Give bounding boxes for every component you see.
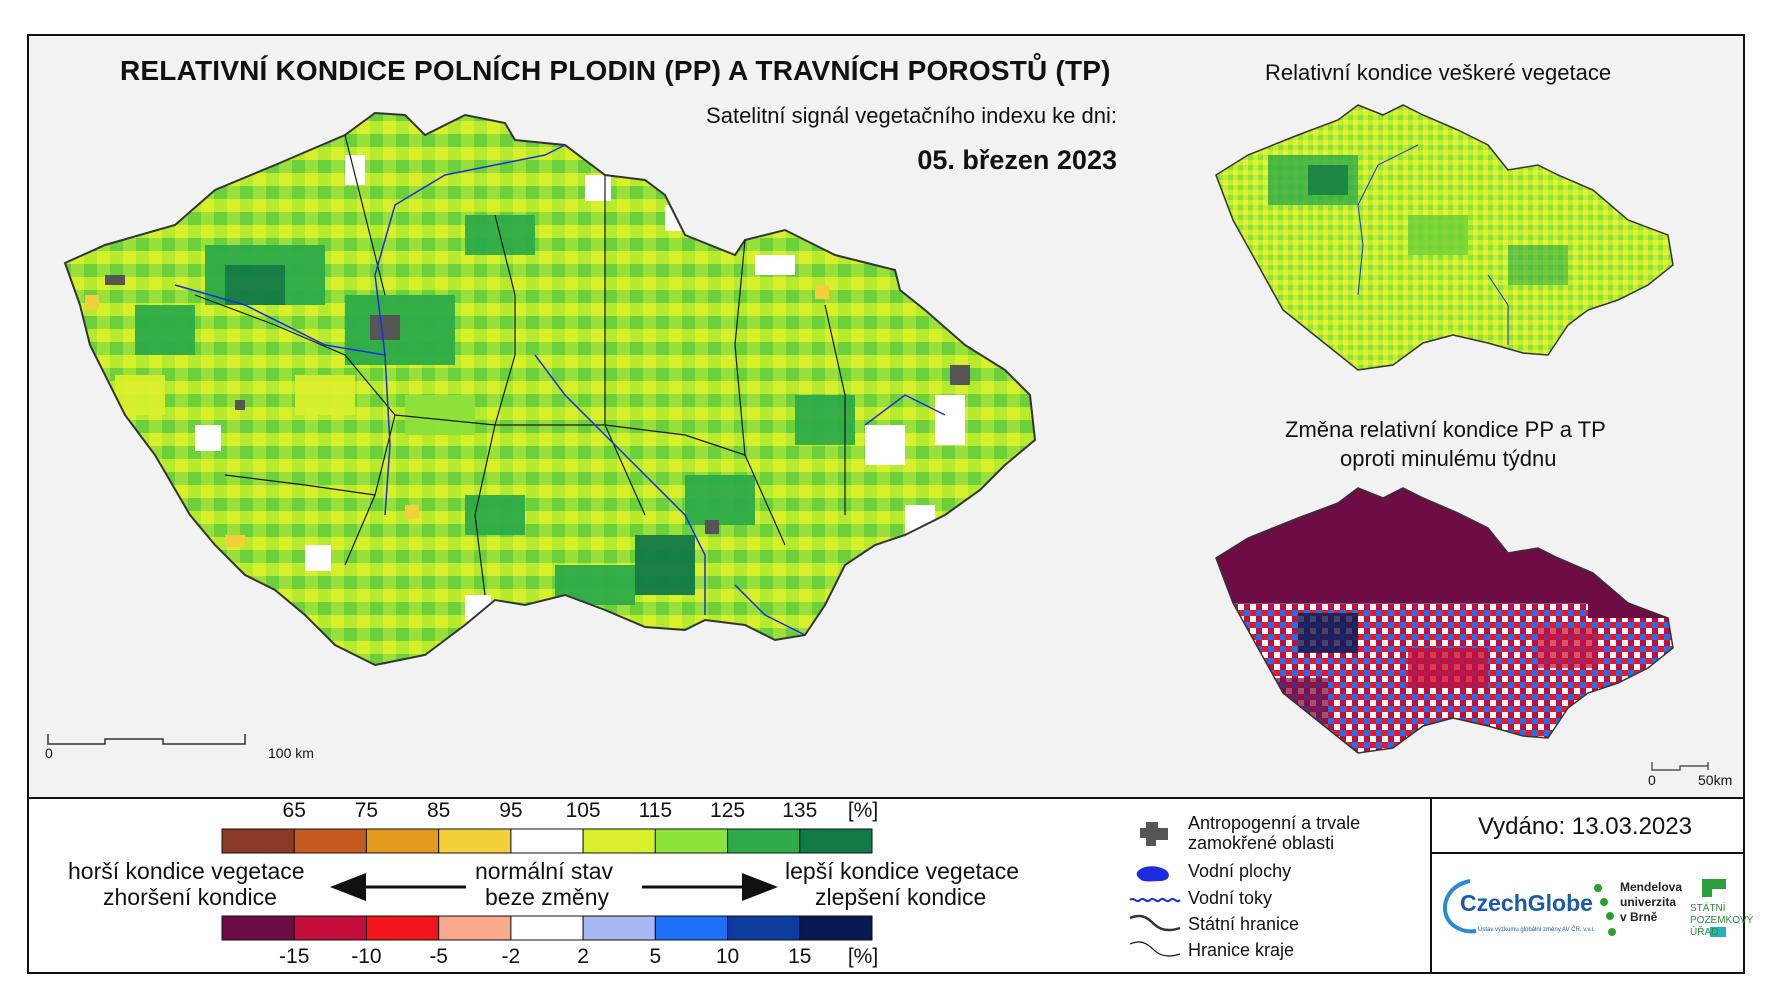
czechglobe-logo: CzechGlobe bbox=[1460, 890, 1593, 916]
condition-label-0: 65 bbox=[282, 799, 306, 822]
spu-line1: STÁTNÍ bbox=[1690, 903, 1726, 914]
condition-colorbar bbox=[221, 828, 873, 854]
inset-change-map bbox=[1215, 487, 1674, 754]
mendel-line3: v Brně bbox=[1620, 910, 1658, 924]
change-label-3: -2 bbox=[501, 945, 521, 968]
state-border-icon bbox=[1129, 914, 1181, 932]
change-swatch-8 bbox=[799, 915, 873, 941]
change-label-2: -5 bbox=[429, 945, 448, 968]
region-border-icon bbox=[1129, 941, 1181, 957]
change-swatch-1 bbox=[293, 915, 367, 941]
change-label-5: 5 bbox=[649, 945, 662, 968]
condition-swatch-4 bbox=[510, 828, 584, 854]
change-label-4: 2 bbox=[577, 945, 589, 968]
main-scale-bar bbox=[47, 734, 246, 745]
better-text-line1: lepší kondice vegetace bbox=[785, 858, 1019, 884]
symbol-river-label: Vodní toky bbox=[1188, 888, 1273, 908]
change-colorbar bbox=[221, 915, 873, 941]
change-swatch-7 bbox=[727, 915, 801, 941]
worse-text-line2: zhoršení kondice bbox=[103, 884, 277, 910]
better-text-line2: zlepšení kondice bbox=[815, 884, 987, 910]
inset-bottom-title-line2: oproti minulému týdnu bbox=[1340, 446, 1557, 471]
condition-label-7: 135 bbox=[782, 799, 818, 822]
symbol-urban-label2: zamokřené oblasti bbox=[1188, 833, 1335, 853]
inset-top-title: Relativní kondice veškeré vegetace bbox=[1265, 60, 1612, 85]
change-swatch-3 bbox=[438, 915, 512, 941]
condition-label-3: 95 bbox=[499, 799, 523, 822]
subtitle: Satelitní signál vegetačního indexu ke d… bbox=[706, 103, 1117, 128]
condition-swatch-6 bbox=[654, 828, 729, 854]
mendel-line2: univerzita bbox=[1620, 895, 1677, 909]
condition-swatch-2 bbox=[365, 828, 440, 854]
spu-logo-text: STÁTNÍ POZEMKOVÝ ÚŘAD bbox=[1690, 903, 1753, 939]
mendel-logo-text: Mendelova univerzita v Brně bbox=[1620, 880, 1682, 925]
main-scale-end: 100 km bbox=[268, 745, 314, 761]
inset-scale-end: 50km bbox=[1698, 772, 1733, 788]
inset-scale-start: 0 bbox=[1648, 772, 1656, 788]
change-label-7: 15 bbox=[788, 945, 812, 968]
change-swatch-6 bbox=[654, 915, 729, 941]
condition-swatch-7 bbox=[727, 828, 801, 854]
change-label-0: -15 bbox=[279, 945, 310, 968]
symbol-region-border-label: Hranice kraje bbox=[1188, 940, 1295, 960]
change-swatch-0 bbox=[221, 915, 295, 941]
condition-swatch-1 bbox=[293, 828, 367, 854]
spu-line3: ÚŘAD bbox=[1690, 927, 1719, 938]
change-label-1: -10 bbox=[351, 945, 382, 968]
spu-logo-icon bbox=[1702, 879, 1726, 937]
change-label-6: 10 bbox=[715, 945, 740, 968]
issued-panel bbox=[1432, 799, 1743, 852]
condition-unit: [%] bbox=[847, 799, 879, 822]
condition-swatch-0 bbox=[221, 828, 295, 854]
logos-panel bbox=[1432, 854, 1743, 972]
change-swatch-5 bbox=[582, 915, 656, 941]
issued-divider bbox=[1430, 852, 1745, 854]
mendel-line1: Mendelova bbox=[1620, 880, 1683, 894]
mendel-logo-icon bbox=[1594, 884, 1616, 936]
change-unit: [%] bbox=[847, 945, 879, 968]
observation-date: 05. březen 2023 bbox=[917, 145, 1117, 175]
change-swatch-2 bbox=[365, 915, 440, 941]
worse-text-line1: horší kondice vegetace bbox=[68, 858, 305, 884]
arrow-left-icon bbox=[330, 873, 466, 901]
river-icon bbox=[1129, 897, 1181, 903]
main-title: RELATIVNÍ KONDICE POLNÍCH PLODIN (PP) A … bbox=[120, 55, 1111, 86]
condition-label-1: 75 bbox=[354, 799, 379, 822]
condition-label-2: 85 bbox=[426, 799, 451, 822]
change-swatch-4 bbox=[510, 915, 584, 941]
symbol-urban-label1: Antropogenní a trvale bbox=[1188, 813, 1361, 833]
symbol-state-border-label: Státní hranice bbox=[1188, 914, 1300, 934]
czechglobe-logo-icon bbox=[1443, 879, 1477, 934]
czechglobe-subtitle: Ústav výzkumu globální změny AV ČR, v.v.… bbox=[1478, 927, 1595, 933]
symbol-water-label: Vodní plochy bbox=[1188, 861, 1292, 881]
main-condition-map bbox=[63, 111, 1037, 667]
condition-swatch-5 bbox=[582, 828, 656, 854]
legend-vertical-divider bbox=[1430, 797, 1432, 974]
condition-label-4: 105 bbox=[565, 799, 601, 822]
condition-swatch-8 bbox=[799, 828, 873, 854]
inset-scale-bar bbox=[1651, 762, 1709, 771]
legend-divider bbox=[27, 797, 1745, 799]
condition-label-6: 125 bbox=[710, 799, 746, 822]
urban-area-icon bbox=[1140, 822, 1168, 846]
issued-date: Vydáno: 13.03.2023 bbox=[1478, 813, 1692, 840]
main-scale-start: 0 bbox=[45, 745, 53, 761]
water-body-icon bbox=[1136, 866, 1169, 882]
inset-all-vegetation-map bbox=[1215, 104, 1674, 371]
normal-text-line1: normální stav bbox=[475, 858, 614, 884]
condition-swatch-3 bbox=[438, 828, 512, 854]
condition-label-5: 115 bbox=[638, 799, 673, 822]
normal-text-line2: beze změny bbox=[485, 884, 610, 910]
spu-line2: POZEMKOVÝ bbox=[1690, 915, 1754, 926]
arrow-right-icon bbox=[642, 873, 778, 901]
inset-bottom-title-line1: Změna relativní kondice PP a TP bbox=[1285, 417, 1606, 442]
